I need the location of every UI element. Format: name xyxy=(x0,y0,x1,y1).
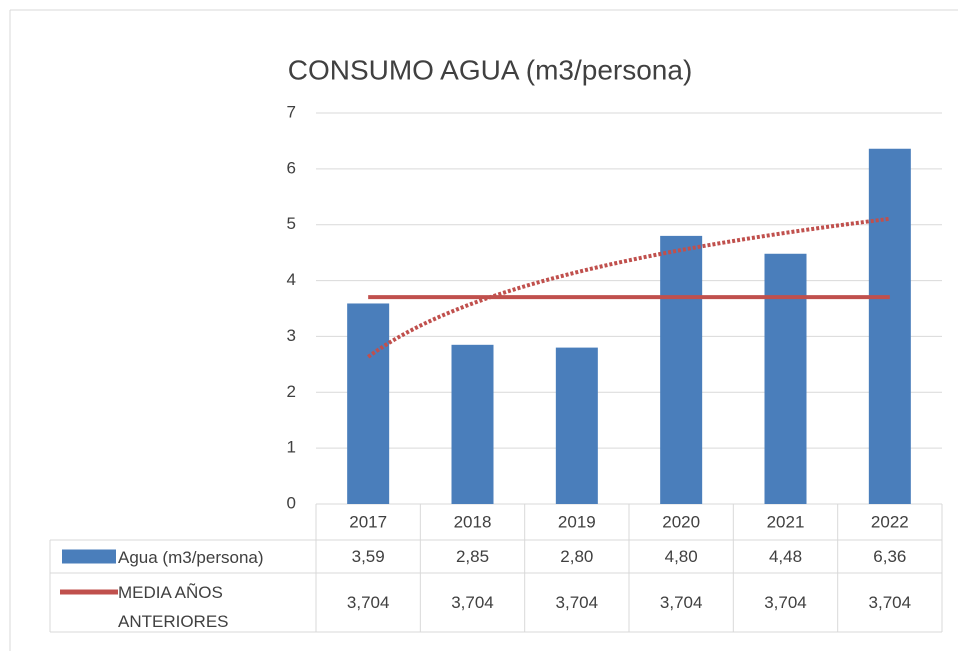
chart-title: CONSUMO AGUA (m3/persona) xyxy=(288,54,693,85)
x-tick-label: 2018 xyxy=(454,512,492,531)
data-table-value: 2,80 xyxy=(560,547,593,566)
y-tick-label: 5 xyxy=(287,214,296,233)
data-table-value: 6,36 xyxy=(873,547,906,566)
x-tick-label: 2017 xyxy=(349,512,387,531)
bar xyxy=(660,235,703,504)
legend-key xyxy=(62,549,116,564)
legend-label: Agua (m3/persona) xyxy=(118,548,264,567)
y-tick-label: 4 xyxy=(287,270,296,289)
data-table-value: 4,80 xyxy=(665,547,698,566)
data-table-value: 2,85 xyxy=(456,547,489,566)
legend-label: MEDIA AÑOS ANTERIORES xyxy=(118,583,229,631)
data-table-value: 4,48 xyxy=(769,547,802,566)
data-table-value: 3,704 xyxy=(660,593,703,612)
x-tick-label: 2019 xyxy=(558,512,596,531)
bar xyxy=(764,253,807,504)
legend-entry: Agua (m3/persona) xyxy=(118,548,264,567)
bar xyxy=(555,347,598,504)
data-table-value: 3,704 xyxy=(451,593,494,612)
y-tick-label: 1 xyxy=(287,438,296,457)
data-table-value: 3,704 xyxy=(869,593,912,612)
data-table-value: 3,704 xyxy=(347,593,390,612)
x-tick-label: 2022 xyxy=(871,512,909,531)
y-tick-label: 0 xyxy=(287,493,296,512)
data-table-value: 3,704 xyxy=(764,593,807,612)
x-tick-label: 2021 xyxy=(767,512,805,531)
bar xyxy=(868,148,911,504)
trendline xyxy=(366,216,891,359)
y-tick-label: 6 xyxy=(287,158,296,177)
data-table-value: 3,704 xyxy=(556,593,599,612)
legend-entry: MEDIA AÑOS ANTERIORES xyxy=(118,583,229,631)
data-table-value: 3,59 xyxy=(352,547,385,566)
y-tick-label: 2 xyxy=(287,382,296,401)
bar xyxy=(451,344,494,504)
bar xyxy=(347,303,390,504)
x-tick-label: 2020 xyxy=(662,512,700,531)
y-tick-label: 3 xyxy=(287,326,296,345)
y-tick-label: 7 xyxy=(287,102,296,121)
